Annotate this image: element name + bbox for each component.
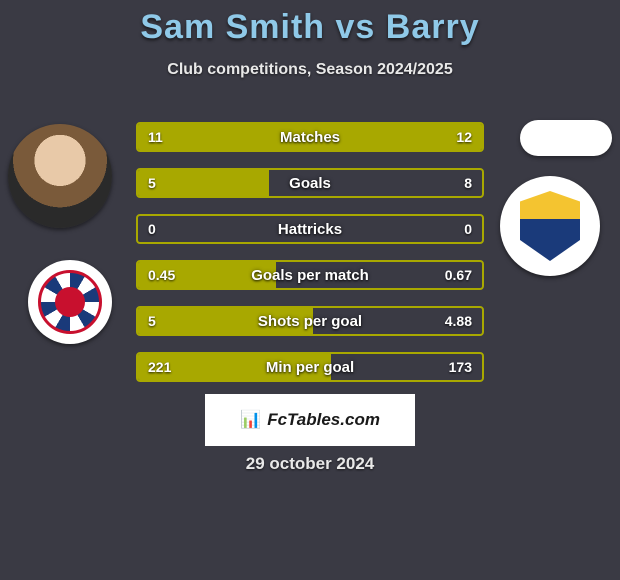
- bar-row: 58Goals: [136, 168, 484, 198]
- bar-fill-left: [138, 308, 313, 334]
- subtitle: Club competitions, Season 2024/2025: [0, 61, 620, 79]
- bar-label: Hattricks: [138, 216, 482, 242]
- chart-icon: 📊: [240, 410, 261, 430]
- comparison-bars: 1112Matches58Goals00Hattricks0.450.67Goa…: [136, 122, 484, 398]
- club-left-badge: [28, 260, 112, 344]
- bar-row: 54.88Shots per goal: [136, 306, 484, 336]
- bar-row: 1112Matches: [136, 122, 484, 152]
- bar-value-right: 8: [464, 170, 472, 196]
- bar-value-right: 173: [449, 354, 472, 380]
- bar-row: 0 0Hattricks: [136, 214, 484, 244]
- bar-row: 221173Min per goal: [136, 352, 484, 382]
- bar-value-left: 0: [148, 216, 156, 242]
- bar-value-right: 0: [464, 216, 472, 242]
- player-left-avatar: [8, 124, 112, 228]
- bar-value-left: 0.45: [148, 262, 175, 288]
- page-title: Sam Smith vs Barry: [0, 0, 620, 47]
- club-right-badge: [500, 176, 600, 276]
- bar-value-left: 5: [148, 170, 156, 196]
- bar-value-left: 5: [148, 308, 156, 334]
- bar-row: 0.450.67Goals per match: [136, 260, 484, 290]
- watermark-text: FcTables.com: [267, 410, 380, 430]
- date-label: 29 october 2024: [0, 454, 620, 474]
- bar-value-right: 0.67: [445, 262, 472, 288]
- watermark: 📊 FcTables.com: [205, 394, 415, 446]
- bar-value-right: 12: [456, 124, 472, 150]
- bar-value-right: 4.88: [445, 308, 472, 334]
- bar-fill-left: [138, 170, 269, 196]
- bar-value-left: 11: [148, 124, 163, 150]
- player-right-avatar: [520, 120, 612, 156]
- bar-value-left: 221: [148, 354, 171, 380]
